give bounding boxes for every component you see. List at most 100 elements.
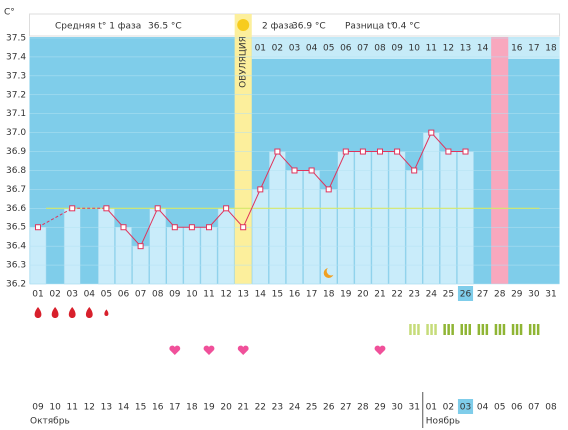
phase2-day: 04	[306, 44, 318, 54]
date-label: 27	[340, 403, 351, 413]
temp-segment	[277, 151, 295, 171]
date-label: 14	[118, 403, 130, 413]
x-tick-label: 16	[289, 290, 301, 300]
date-label: 11	[66, 403, 77, 413]
x-tick-label: 13	[237, 290, 248, 300]
mucus-mark	[430, 324, 433, 335]
month-label: Ноябрь	[426, 417, 460, 427]
header-text: Средняя t° 1 фаза	[55, 22, 141, 32]
temp-bar	[29, 226, 47, 285]
temp-point	[308, 167, 315, 174]
ovulation-label: ОВУЛЯЦИЯ	[239, 36, 249, 88]
date-label: 23	[272, 403, 283, 413]
x-tick-label: 03	[66, 290, 77, 300]
y-tick-label: 36.5	[6, 223, 26, 233]
header-text: 0.4 °C	[392, 22, 420, 32]
x-tick-label: 29	[511, 290, 523, 300]
phase2-day: 06	[340, 44, 352, 54]
y-tick-label: 36.6	[6, 204, 26, 214]
date-label: 03	[460, 403, 471, 413]
temp-bar	[337, 151, 355, 285]
temp-bar	[166, 226, 184, 285]
phase2-day: 11	[426, 44, 437, 54]
heart	[237, 345, 249, 355]
y-tick-label: 37.3	[6, 71, 26, 81]
y-tick-label: 36.2	[6, 280, 26, 290]
date-label: 05	[494, 403, 505, 413]
ovulation-sun	[237, 19, 250, 31]
temp-bar	[388, 151, 406, 285]
phase2-day: 12	[443, 44, 454, 54]
mucus-mark	[409, 324, 412, 335]
temp-segment	[106, 207, 124, 228]
date-label: 06	[511, 403, 523, 413]
temp-point	[137, 243, 144, 250]
x-tick-label: 30	[528, 290, 540, 300]
phase2-day: 01	[255, 44, 266, 54]
date-label: 31	[408, 403, 419, 413]
temp-bar	[252, 189, 269, 285]
phase2-day: 02	[272, 44, 283, 54]
x-tick-label: 20	[357, 290, 369, 300]
x-tick-label: 06	[118, 290, 130, 300]
ovulation-column	[234, 14, 252, 284]
temp-point	[462, 148, 469, 155]
y-unit: C°	[4, 8, 15, 18]
temp-point	[291, 167, 298, 174]
header-bar	[29, 13, 561, 37]
highlight-day	[457, 286, 474, 301]
temp-point	[325, 186, 332, 193]
temp-point	[274, 148, 281, 155]
x-tick-label: 07	[135, 290, 146, 300]
date-label: 30	[391, 403, 403, 413]
x-tick-label: 05	[101, 290, 112, 300]
phase2-day: 16	[511, 44, 523, 54]
phase2-day: 09	[391, 44, 403, 54]
temp-point	[445, 148, 452, 155]
x-tick-label: 26	[460, 290, 472, 300]
x-tick-label: 21	[374, 290, 385, 300]
x-tick-label: 09	[169, 290, 181, 300]
bleeding-drop	[68, 307, 76, 318]
x-tick-label: 22	[391, 290, 402, 300]
date-label: 19	[203, 403, 215, 413]
temp-bar	[269, 151, 286, 285]
date-label: 01	[426, 403, 437, 413]
y-tick-label: 36.8	[6, 166, 26, 176]
header-text: 36.5 °C	[148, 22, 182, 32]
mucus-mark	[447, 324, 450, 335]
temp-segment	[140, 208, 159, 247]
temp-segment	[37, 207, 73, 228]
mucus-mark	[511, 324, 515, 335]
phase2-day: 14	[477, 44, 489, 54]
date-label: 16	[152, 403, 164, 413]
mucus-mark	[426, 324, 429, 335]
mucus-mark	[498, 324, 502, 335]
y-tick-label: 37.2	[6, 90, 26, 100]
x-tick-label: 14	[255, 290, 267, 300]
x-tick-label: 24	[426, 290, 438, 300]
x-tick-label: 01	[32, 290, 43, 300]
mucus-mark	[528, 324, 532, 335]
mucus-mark	[519, 324, 523, 335]
bleeding-drop	[34, 307, 42, 318]
mucus-mark	[485, 324, 489, 335]
mucus-mark	[443, 324, 446, 335]
temp-bar	[183, 226, 201, 285]
mucus-mark	[494, 324, 498, 335]
mucus-mark	[532, 324, 536, 335]
y-tick-label: 36.4	[6, 242, 26, 252]
date-label: 12	[84, 403, 95, 413]
phase2-day: 03	[289, 44, 300, 54]
bleeding-drop	[104, 309, 109, 316]
mucus-mark	[434, 324, 437, 335]
temp-point	[120, 224, 127, 231]
date-label: 17	[169, 403, 180, 413]
x-tick-label: 18	[323, 290, 335, 300]
mucus-mark	[477, 324, 481, 335]
x-tick-label: 02	[49, 290, 60, 300]
date-label: 04	[477, 403, 489, 413]
highlight-date	[457, 399, 474, 414]
date-label: 18	[186, 403, 198, 413]
